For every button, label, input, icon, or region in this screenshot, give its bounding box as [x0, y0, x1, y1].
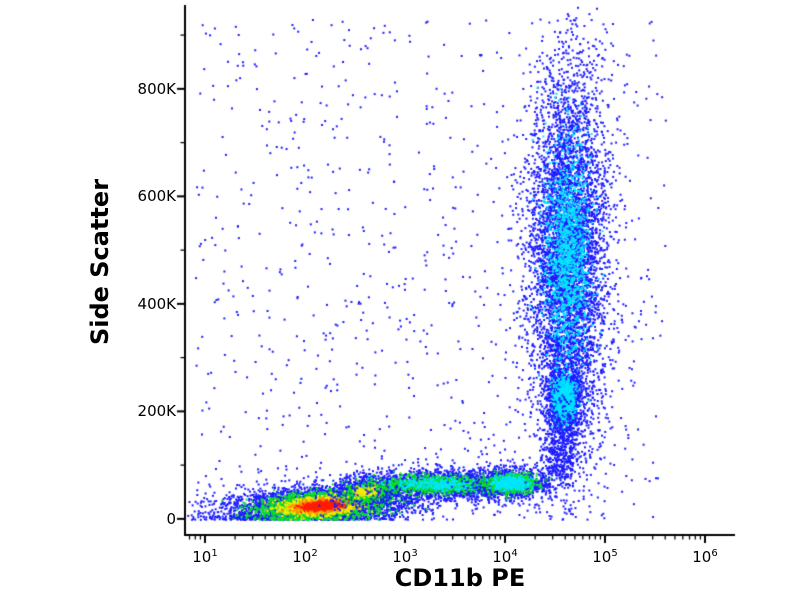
y-tick-label: 200K — [137, 402, 176, 421]
x-tick-label: 102 — [292, 548, 318, 566]
x-axis-title: CD11b PE — [394, 564, 526, 592]
y-tick-label: 400K — [137, 294, 176, 313]
x-tick-label: 106 — [692, 548, 718, 566]
x-tick-label: 101 — [192, 548, 218, 566]
x-tick-label: 104 — [492, 548, 518, 566]
x-tick-label: 105 — [592, 548, 618, 566]
y-axis-title: Side Scatter — [86, 178, 114, 346]
y-tick-label: 800K — [137, 79, 176, 98]
y-tick-label: 600K — [137, 187, 176, 206]
y-tick-label: 0 — [166, 509, 176, 528]
x-tick-label: 103 — [392, 548, 418, 566]
